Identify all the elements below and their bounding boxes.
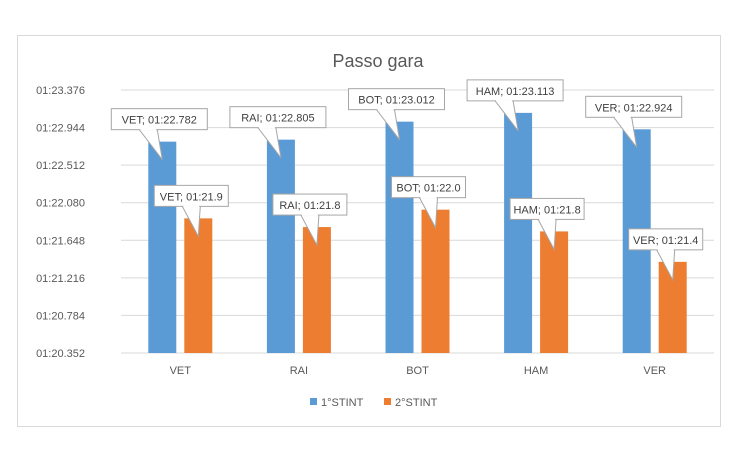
data-label-box xyxy=(348,88,445,111)
bars xyxy=(148,112,687,353)
y-tick-label: 01:21.216 xyxy=(36,273,85,285)
legend: 1°STINT 2°STINT xyxy=(310,397,438,409)
bar-1stint-ham xyxy=(504,112,533,353)
y-tick-label: 01:22.080 xyxy=(36,198,85,210)
data-label-box xyxy=(229,106,327,129)
bar-chart: Passo gara 01:20.35201:20.78401:21.21601… xyxy=(36,51,714,409)
data-label: BOT; 01:22.0 xyxy=(396,183,460,195)
data-label: HAM; 01:23.113 xyxy=(476,86,555,98)
y-tick-label: 01:20.784 xyxy=(36,310,85,322)
bar-2stint-bot xyxy=(421,209,450,353)
data-label: RAI; 01:22.805 xyxy=(241,113,314,125)
x-category-label: BOT xyxy=(406,365,429,377)
y-tick-label: 01:23.376 xyxy=(36,85,85,97)
y-tick-label: 01:22.512 xyxy=(36,160,85,172)
chart-area: Passo gara 01:20.352 01:20.784 01:21.216 01… xyxy=(17,35,721,427)
bar-2stint-vet xyxy=(184,218,213,353)
legend-label: 2°STINT xyxy=(395,397,438,409)
data-label-box xyxy=(110,108,208,131)
x-category-label: HAM xyxy=(524,365,548,377)
legend-label: 1°STINT xyxy=(321,397,364,409)
y-tick-label: 01:20.352 xyxy=(36,348,85,360)
bar-1stint-rai xyxy=(266,139,295,353)
bar-1stint-bot xyxy=(385,121,414,353)
data-label-box xyxy=(466,79,564,102)
data-label: VER; 01:21.4 xyxy=(633,235,698,247)
bar-1stint-vet xyxy=(148,141,177,353)
data-labels: VET; 01:22.782 RAI; 01:22.805 BOT; 01:23.0… xyxy=(110,79,704,282)
x-category-label: VET xyxy=(170,365,192,377)
bar-2stint-rai xyxy=(302,227,331,353)
y-tick-label: 01:22.944 xyxy=(36,123,85,135)
data-label-box xyxy=(585,95,683,118)
y-tick-label: 01:21.648 xyxy=(36,235,85,247)
x-axis-categories: VET RAI BOT HAM VER xyxy=(170,365,666,377)
legend-swatch xyxy=(310,398,317,405)
data-label: BOT; 01:23.012 xyxy=(358,95,434,107)
data-label: VET; 01:21.9 xyxy=(160,191,223,203)
x-category-label: RAI xyxy=(290,365,308,377)
data-label: VET; 01:22.782 xyxy=(122,115,197,127)
bar-2stint-ham xyxy=(540,231,569,353)
x-category-label: VER xyxy=(643,365,666,377)
data-label: RAI; 01:21.8 xyxy=(279,200,340,212)
legend-swatch xyxy=(384,398,391,405)
y-axis-ticks: 01:20.352 01:20.784 01:21.216 01:21.648 01:2… xyxy=(36,85,85,360)
chart-title: Passo gara xyxy=(332,51,424,71)
data-label: HAM; 01:21.8 xyxy=(513,204,580,216)
data-label: VER; 01:22.924 xyxy=(595,102,673,114)
